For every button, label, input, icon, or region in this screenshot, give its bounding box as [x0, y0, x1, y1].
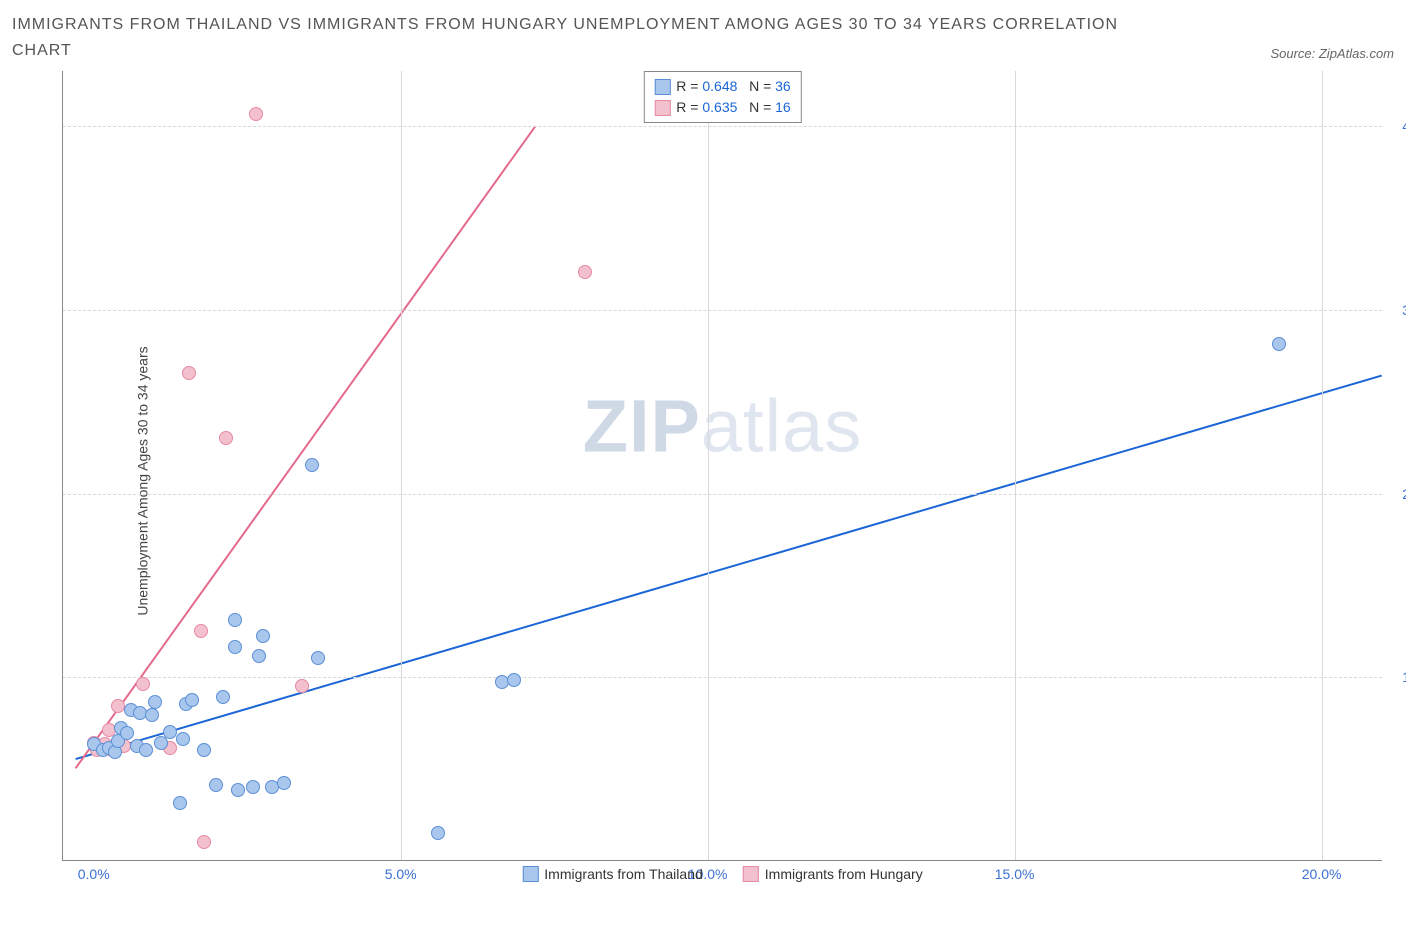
data-point	[136, 677, 150, 691]
y-tick-label: 20.0%	[1387, 486, 1406, 502]
data-point	[311, 651, 325, 665]
data-point	[228, 613, 242, 627]
x-tick-label: 5.0%	[385, 866, 417, 882]
data-point	[209, 778, 223, 792]
data-point	[295, 679, 309, 693]
source-label: Source: ZipAtlas.com	[1270, 46, 1394, 63]
data-point	[185, 693, 199, 707]
y-tick-label: 30.0%	[1387, 302, 1406, 318]
legend-swatch	[743, 866, 759, 882]
legend-stats: R = 0.648 N = 36 R = 0.635 N = 16	[643, 71, 801, 123]
data-point	[176, 732, 190, 746]
x-tick-label: 0.0%	[78, 866, 110, 882]
legend-swatch	[654, 100, 670, 116]
legend-series: Immigrants from Thailand Immigrants from …	[522, 866, 922, 882]
data-point	[182, 366, 196, 380]
legend-label: Immigrants from Thailand	[544, 866, 702, 882]
data-point	[246, 780, 260, 794]
chart-header: IMMIGRANTS FROM THAILAND VS IMMIGRANTS F…	[12, 12, 1394, 63]
data-point	[305, 458, 319, 472]
trend-lines	[63, 71, 1382, 860]
gridline-v	[401, 71, 402, 860]
gridline-v	[1322, 71, 1323, 860]
data-point	[197, 835, 211, 849]
y-tick-label: 10.0%	[1387, 669, 1406, 685]
data-point	[578, 265, 592, 279]
legend-stats-row: R = 0.635 N = 16	[654, 97, 790, 118]
gridline-h	[63, 494, 1382, 495]
data-point	[120, 726, 134, 740]
data-point	[228, 640, 242, 654]
legend-label: Immigrants from Hungary	[765, 866, 923, 882]
data-point	[252, 649, 266, 663]
data-point	[277, 776, 291, 790]
trend-line	[76, 376, 1382, 759]
legend-stats-row: R = 0.648 N = 36	[654, 76, 790, 97]
data-point	[431, 826, 445, 840]
data-point	[219, 431, 233, 445]
data-point	[231, 783, 245, 797]
watermark-atlas: atlas	[701, 385, 862, 468]
data-point	[145, 708, 159, 722]
data-point	[173, 796, 187, 810]
data-point	[194, 624, 208, 638]
watermark-zip: ZIP	[583, 385, 701, 468]
legend-swatch	[654, 79, 670, 95]
data-point	[197, 743, 211, 757]
gridline-v	[708, 71, 709, 860]
gridline-h	[63, 310, 1382, 311]
watermark: ZIPatlas	[583, 384, 862, 469]
gridline-v	[1015, 71, 1016, 860]
data-point	[139, 743, 153, 757]
data-point	[216, 690, 230, 704]
x-tick-label: 20.0%	[1302, 866, 1342, 882]
data-point	[507, 673, 521, 687]
trend-line	[76, 126, 536, 768]
plot-area: ZIPatlas 10.0%20.0%30.0%40.0%0.0%5.0%10.…	[62, 71, 1382, 861]
chart-title: IMMIGRANTS FROM THAILAND VS IMMIGRANTS F…	[12, 12, 1122, 63]
y-tick-label: 40.0%	[1387, 118, 1406, 134]
legend-swatch	[522, 866, 538, 882]
data-point	[249, 107, 263, 121]
data-point	[1272, 337, 1286, 351]
chart-container: Unemployment Among Ages 30 to 34 years Z…	[12, 71, 1394, 891]
data-point	[256, 629, 270, 643]
legend-item: Immigrants from Hungary	[743, 866, 923, 882]
x-tick-label: 15.0%	[995, 866, 1035, 882]
data-point	[148, 695, 162, 709]
legend-item: Immigrants from Thailand	[522, 866, 702, 882]
gridline-h	[63, 677, 1382, 678]
gridline-h	[63, 126, 1382, 127]
